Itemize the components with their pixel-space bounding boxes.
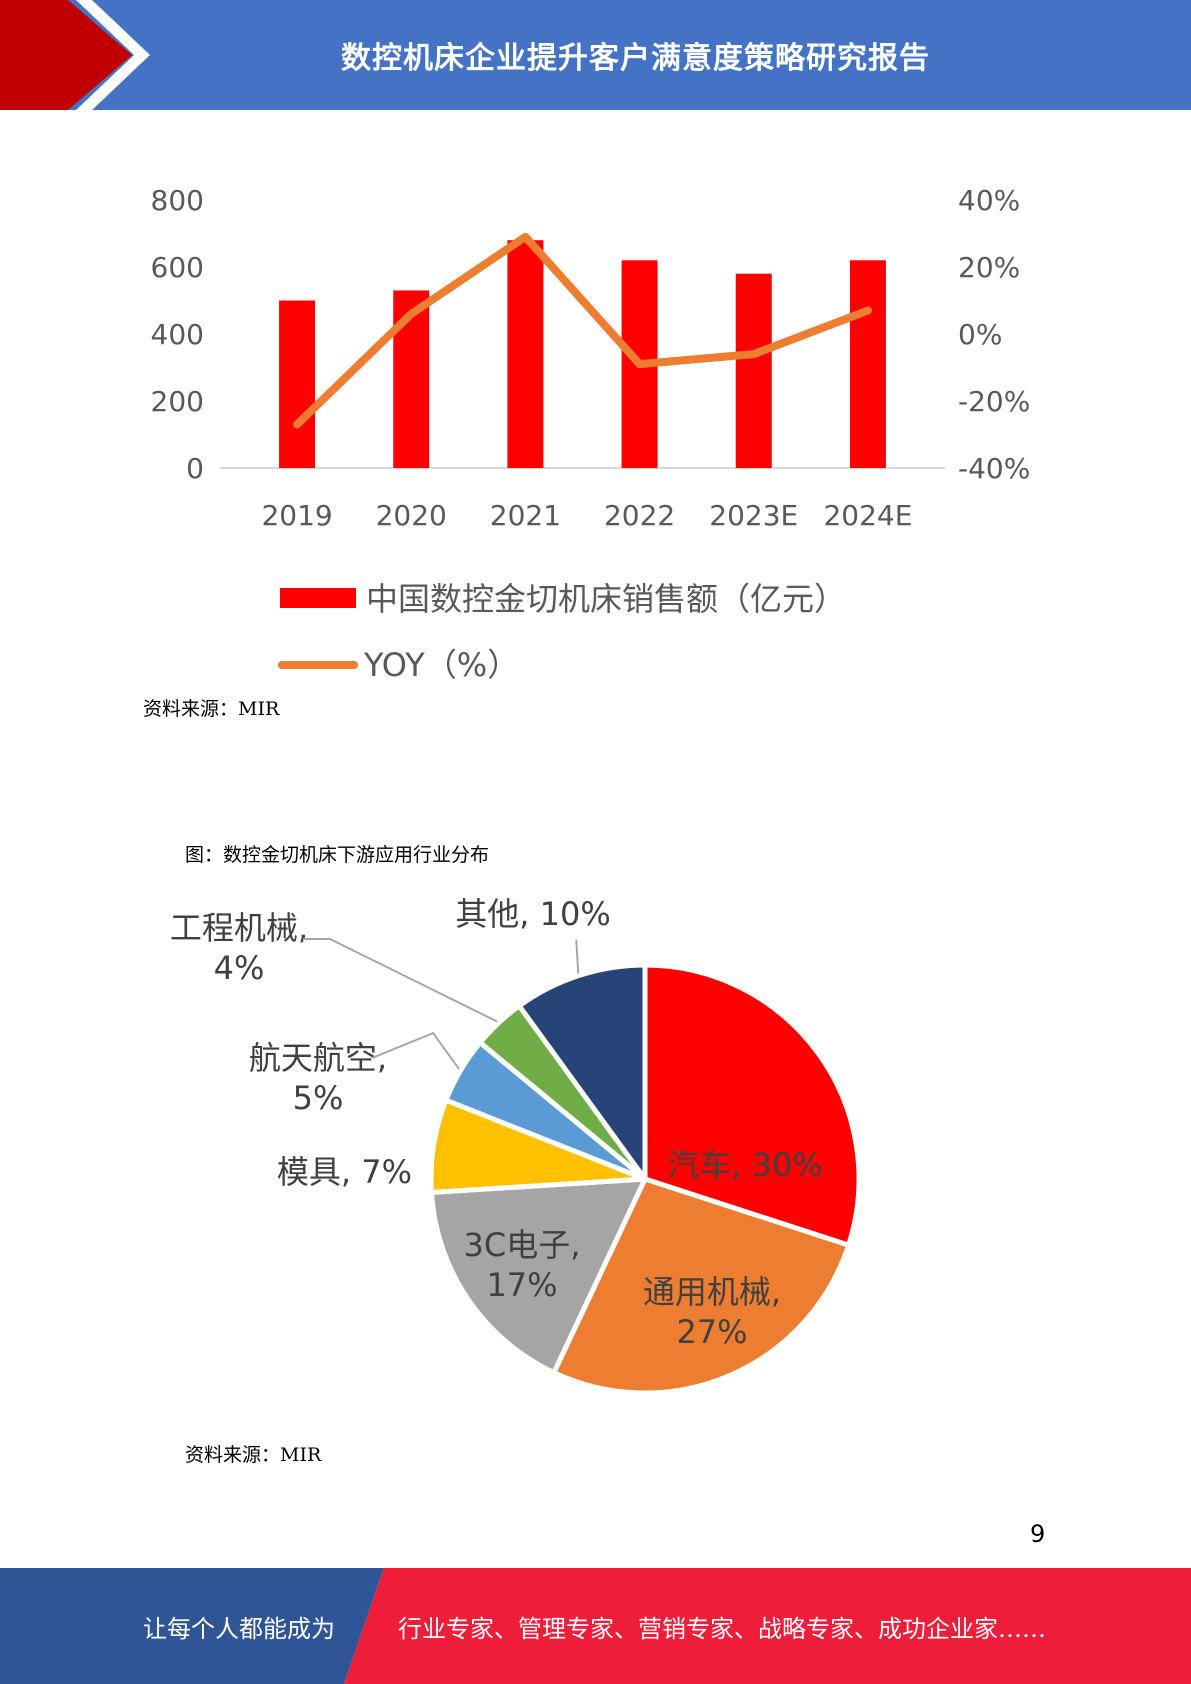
pie-slice-label: 汽车, 30% [667, 1146, 822, 1184]
header-background [0, 0, 1191, 110]
pie-slice-label: 工程机械, 4% [170, 909, 308, 987]
leader-line [575, 939, 580, 974]
pie-slice-label: 3C电子, 17% [464, 1226, 581, 1304]
header-banner: 数控机床企业提升客户满意度策略研究报告 [0, 0, 1191, 110]
pie-slice-label: 航天航空, 5% [249, 1039, 387, 1117]
chart1-source: 资料来源：MIR [143, 698, 280, 720]
sales-bar [279, 300, 316, 468]
leader-line [303, 938, 498, 1023]
page-number: 9 [1030, 1520, 1046, 1548]
sales-yoy-combo-chart: 0 200 400 600 800 -40% -20% 0% 20% 40% 2019 2020 202… [151, 184, 1031, 684]
footer-left-band [0, 1568, 384, 1684]
footer-banner: 让每个人都能成为 行业专家、管理专家、营销专家、战略专家、成功企业家…… [0, 1568, 1191, 1684]
x-axis-tick-label: 2021 [490, 499, 561, 532]
left-axis-tick-label: 200 [151, 385, 204, 418]
pie-chart-caption: 图：数控金切机床下游应用行业分布 [185, 844, 490, 866]
header-red-arrow [0, 0, 132, 110]
leader-line [371, 1031, 460, 1070]
x-axis-tick-label: 2024E [823, 499, 912, 532]
x-axis-tick-label: 2023E [709, 499, 798, 532]
x-axis-tick-label: 2020 [376, 499, 447, 532]
pie-slice [551, 1176, 852, 1396]
header-blue-band [0, 0, 1191, 110]
right-axis-tick-label: 40% [958, 184, 1020, 217]
right-axis-tick-label: 20% [958, 251, 1020, 284]
right-axis-tick-label: -20% [958, 385, 1030, 418]
left-axis-tick-label: 400 [151, 318, 204, 351]
chart2-source: 资料来源：MIR [185, 1444, 322, 1466]
pie-slice [642, 962, 862, 1248]
pie-slice-label: 通用机械, 27% [643, 1273, 781, 1351]
right-axis-tick-label: 0% [958, 318, 1002, 351]
right-axis-tick-label: -40% [958, 452, 1030, 485]
pie-slice [428, 1176, 648, 1376]
footer-slogan-right: 行业专家、管理专家、营销专家、战略专家、成功企业家…… [398, 1614, 1046, 1643]
pie-slice [516, 962, 648, 1182]
page-title: 数控机床企业提升客户满意度策略研究报告 [341, 41, 930, 76]
legend-swatch-sales [280, 588, 356, 608]
pie-slice-label: 其他, 10% [455, 895, 610, 933]
legend-label-sales: 中国数控金切机床销售额（亿元） [366, 580, 846, 618]
left-axis-tick-label: 600 [151, 251, 204, 284]
footer-right-band [344, 1568, 1191, 1684]
sales-bar [849, 260, 886, 468]
pie-slice-label: 模具, 7% [277, 1153, 412, 1191]
x-axis-tick-label: 2019 [261, 499, 332, 532]
sales-bar [507, 240, 544, 468]
left-axis-tick-label: 0 [186, 452, 204, 485]
yoy-line [293, 232, 872, 429]
industry-distribution-pie-chart: 汽车, 30% 通用机械, 27% 3C电子, 17% 模具, 7% 航天航空, 5% 工程机械… [170, 895, 862, 1396]
legend-label-yoy: YOY（%） [363, 646, 519, 684]
left-axis-tick-label: 800 [151, 184, 204, 217]
sales-bar [735, 273, 772, 468]
footer-slogan-left: 让每个人都能成为 [143, 1614, 335, 1643]
x-axis-tick-label: 2022 [604, 499, 675, 532]
header-white-chevron [76, 0, 150, 110]
footer-background [0, 1568, 1191, 1684]
